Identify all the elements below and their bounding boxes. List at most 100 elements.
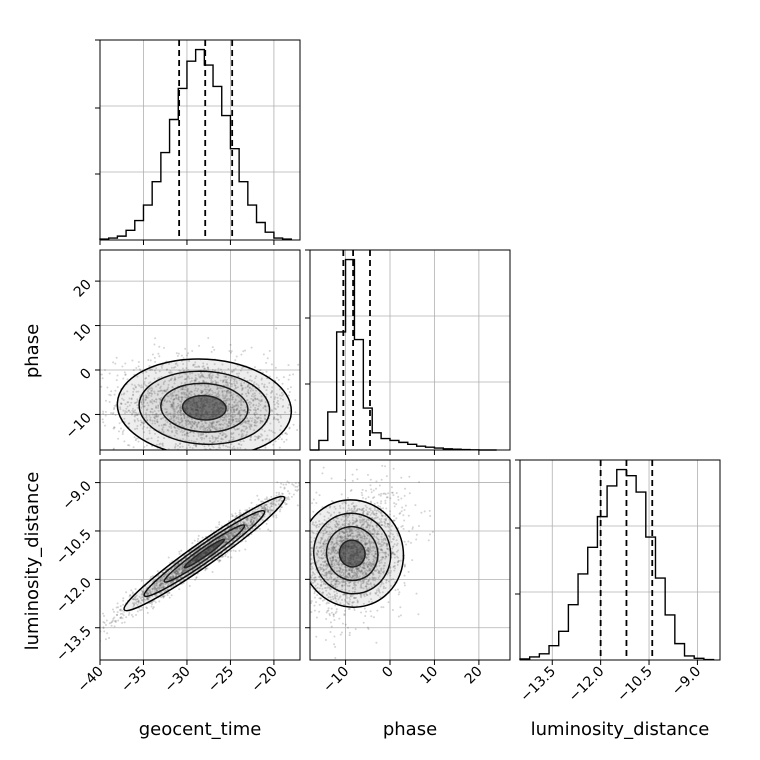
scatter-point [117,619,120,622]
scatter-point [278,510,281,513]
scatter-point [177,404,180,407]
scatter-point [179,438,182,441]
scatter-point [163,466,165,468]
scatter-point [204,427,207,430]
scatter-point [135,456,137,458]
scatter-point [162,389,165,392]
scatter-point [170,403,173,406]
scatter-point [238,474,240,476]
scatter-point [170,424,173,427]
scatter-point [202,379,205,382]
scatter-point [181,499,183,501]
scatter-point [157,409,160,412]
scatter-point [224,541,227,544]
scatter-point [167,556,170,559]
scatter-point [232,368,235,371]
scatter-point [145,409,148,412]
scatter-point [210,464,212,466]
scatter-point [209,429,212,432]
scatter-point [120,393,123,396]
scatter-point [286,387,289,390]
scatter-point [229,409,232,412]
scatter-point [279,486,282,489]
scatter-point [136,398,139,401]
scatter-point [128,611,131,614]
scatter-point [230,439,233,442]
scatter-point [297,363,300,366]
scatter-point [268,438,271,441]
scatter-point [208,427,211,430]
scatter-point [227,397,230,400]
scatter-point [199,426,202,429]
scatter-point [240,367,243,370]
scatter-point [193,379,196,382]
scatter-point [102,412,105,415]
scatter-point [166,387,169,390]
scatter-point [154,337,157,340]
scatter-point [252,398,255,401]
scatter-point [232,415,235,418]
scatter-point [202,432,205,435]
scatter-point [231,419,234,422]
scatter-point [148,365,151,368]
scatter-point [265,393,268,396]
scatter-point [255,424,258,427]
scatter-point [244,419,247,422]
scatter-point [221,418,224,421]
scatter-point [123,417,126,420]
scatter-point [172,406,175,409]
scatter-point [157,414,160,417]
scatter-point [155,413,158,416]
scatter-point [313,604,316,607]
scatter-point [278,491,281,494]
scatter-point [294,485,297,488]
scatter-point [236,428,239,431]
scatter-point [154,372,157,375]
scatter-point [181,420,184,423]
scatter-point [242,409,245,412]
scatter-point [182,392,185,395]
scatter-point [263,405,266,408]
scatter-point [275,393,278,396]
scatter-point [243,377,246,380]
scatter-point [233,447,236,450]
scatter-point [317,405,319,407]
scatter-point [153,419,156,422]
scatter-point [225,374,228,377]
scatter-point [185,432,188,435]
scatter-point [294,411,297,414]
scatter-point [265,498,268,501]
scatter-point [173,398,176,401]
scatter-point [177,568,180,571]
scatter-point [127,613,130,616]
scatter-point [208,421,211,424]
scatter-point [135,614,138,617]
scatter-point [260,433,263,436]
scatter-point [188,585,191,588]
scatter-point [234,367,237,370]
scatter-point [112,427,115,430]
scatter-point [279,424,282,427]
scatter-point [179,370,182,373]
scatter-point [190,393,193,396]
scatter-point [399,614,402,617]
scatter-point [170,397,173,400]
scatter-point [139,419,142,422]
scatter-point [229,351,232,354]
scatter-point [225,381,228,384]
scatter-point [194,421,197,424]
scatter-point [111,619,114,622]
scatter-point [210,424,213,427]
scatter-point [242,366,245,369]
scatter-point [180,396,183,399]
scatter-point [255,412,258,415]
scatter-point [169,412,172,415]
scatter-point [281,452,283,454]
scatter-point [238,372,241,375]
scatter-point [185,420,188,423]
scatter-point [172,402,175,405]
scatter-point [151,413,154,416]
scatter-point [121,365,124,368]
scatter-point [231,406,234,409]
scatter-point [221,394,224,397]
